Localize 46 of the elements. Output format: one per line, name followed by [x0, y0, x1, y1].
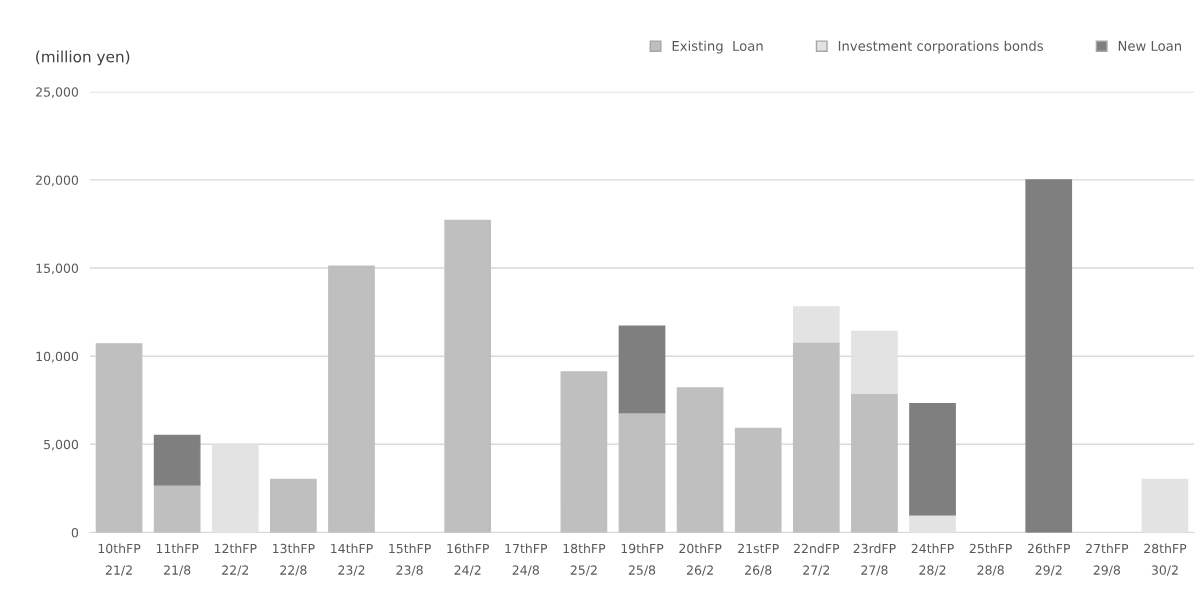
- bar: [792, 341, 840, 533]
- bar: [618, 325, 666, 414]
- legend-label: Investment corporations bonds: [838, 40, 1043, 54]
- y-tick-label: 20,000: [36, 175, 79, 187]
- x-tick-label: 25thFP 28/8: [969, 543, 1012, 576]
- bar: [909, 403, 956, 516]
- x-tick-label: 16thFP 24/2: [447, 543, 489, 576]
- y-tick-label: 5,000: [44, 439, 79, 451]
- x-tick-label: 26thFP 29/2: [1027, 543, 1071, 576]
- bar: [734, 427, 782, 533]
- bar: [792, 306, 840, 343]
- x-tick-label: 21stFP 26/8: [738, 543, 779, 576]
- y-tick-label: 25,000: [36, 87, 79, 98]
- x-tick-label: 18thFP 25/2: [563, 543, 606, 576]
- x-tick-label: 15thFP 23/8: [389, 543, 431, 576]
- x-tick-label: 11thFP 21/8: [156, 543, 199, 576]
- x-tick-label: 22ndFP 27/2: [793, 543, 840, 576]
- x-tick-label: 23rdFP 27/8: [853, 543, 896, 576]
- bar: [328, 265, 375, 533]
- bar: [270, 478, 317, 533]
- y-tick-label: 10,000: [36, 351, 79, 363]
- bar: [153, 434, 201, 486]
- x-tick-label: 24thFP 28/2: [911, 543, 954, 576]
- bar: [95, 343, 143, 533]
- bar: [153, 484, 201, 533]
- x-tick-label: 27thFP 29/8: [1086, 543, 1129, 576]
- legend-label: Existing Loan: [672, 40, 763, 54]
- x-tick-label: 20thFP 26/2: [679, 543, 722, 576]
- x-tick-label: 17thFP 24/8: [505, 543, 548, 576]
- bar: [676, 387, 724, 533]
- x-tick-label: 12thFP 22/2: [214, 543, 257, 576]
- legend-label: New Loan: [1118, 41, 1181, 51]
- y-axis-title: (million yen): [36, 50, 130, 66]
- bar: [1141, 478, 1189, 533]
- bar: [851, 392, 898, 533]
- x-tick-label: 14thFP 23/2: [331, 543, 373, 576]
- y-tick-label: 15,000: [36, 263, 79, 275]
- bar: [560, 371, 608, 533]
- bar: [1025, 179, 1073, 533]
- bar: [618, 411, 666, 533]
- x-tick-label: 13thFP 22/8: [273, 543, 315, 576]
- y-tick-label: 0: [71, 527, 79, 538]
- x-tick-label: 19thFP 25/8: [621, 543, 664, 576]
- x-tick-label: 10thFP 21/2: [98, 543, 141, 576]
- x-tick-label: 28thFP 30/2: [1144, 543, 1187, 576]
- bar: [444, 219, 492, 533]
